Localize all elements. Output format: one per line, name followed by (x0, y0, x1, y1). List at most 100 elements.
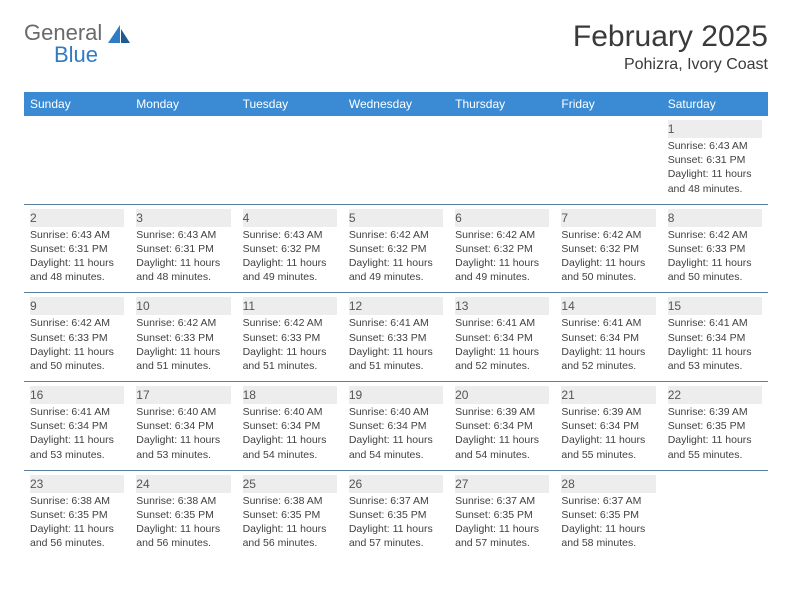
day-number: 14 (561, 297, 655, 315)
sunrise-text: Sunrise: 6:43 AM (136, 228, 230, 242)
calendar-day-cell: 8Sunrise: 6:42 AMSunset: 6:33 PMDaylight… (662, 205, 768, 293)
weekday-header: Saturday (662, 92, 768, 116)
calendar-week-row: 2Sunrise: 6:43 AMSunset: 6:31 PMDaylight… (24, 205, 768, 294)
daylight-text: Daylight: 11 hours and 54 minutes. (455, 433, 549, 461)
day-details: Sunrise: 6:37 AMSunset: 6:35 PMDaylight:… (561, 493, 655, 551)
calendar-day-cell: 3Sunrise: 6:43 AMSunset: 6:31 PMDaylight… (130, 205, 236, 293)
daylight-text: Daylight: 11 hours and 51 minutes. (243, 345, 337, 373)
sunrise-text: Sunrise: 6:40 AM (349, 405, 443, 419)
sunrise-text: Sunrise: 6:41 AM (349, 316, 443, 330)
day-number: 19 (349, 386, 443, 404)
calendar-day-cell (555, 116, 661, 204)
daylight-text: Daylight: 11 hours and 56 minutes. (243, 522, 337, 550)
day-number: 22 (668, 386, 762, 404)
weeks-container: 1Sunrise: 6:43 AMSunset: 6:31 PMDaylight… (24, 116, 768, 558)
sunrise-text: Sunrise: 6:40 AM (136, 405, 230, 419)
sunrise-text: Sunrise: 6:37 AM (349, 494, 443, 508)
sunset-text: Sunset: 6:34 PM (30, 419, 124, 433)
month-title: February 2025 (573, 20, 768, 54)
day-details: Sunrise: 6:42 AMSunset: 6:32 PMDaylight:… (455, 227, 549, 285)
calendar-day-cell: 12Sunrise: 6:41 AMSunset: 6:33 PMDayligh… (343, 293, 449, 381)
calendar-day-cell: 7Sunrise: 6:42 AMSunset: 6:32 PMDaylight… (555, 205, 661, 293)
sunset-text: Sunset: 6:32 PM (243, 242, 337, 256)
daylight-text: Daylight: 11 hours and 51 minutes. (349, 345, 443, 373)
calendar-day-cell: 11Sunrise: 6:42 AMSunset: 6:33 PMDayligh… (237, 293, 343, 381)
daylight-text: Daylight: 11 hours and 52 minutes. (561, 345, 655, 373)
sunset-text: Sunset: 6:34 PM (668, 331, 762, 345)
day-number: 17 (136, 386, 230, 404)
sunrise-text: Sunrise: 6:42 AM (668, 228, 762, 242)
brand-word2: Blue (54, 42, 98, 68)
sunset-text: Sunset: 6:34 PM (455, 419, 549, 433)
daylight-text: Daylight: 11 hours and 57 minutes. (455, 522, 549, 550)
sunrise-text: Sunrise: 6:41 AM (561, 316, 655, 330)
brand-logo: General Blue (24, 20, 130, 46)
sunset-text: Sunset: 6:35 PM (455, 508, 549, 522)
sunset-text: Sunset: 6:32 PM (455, 242, 549, 256)
weekday-header: Friday (555, 92, 661, 116)
weekday-header-row: Sunday Monday Tuesday Wednesday Thursday… (24, 92, 768, 116)
calendar-day-cell: 10Sunrise: 6:42 AMSunset: 6:33 PMDayligh… (130, 293, 236, 381)
daylight-text: Daylight: 11 hours and 51 minutes. (136, 345, 230, 373)
sunset-text: Sunset: 6:33 PM (136, 331, 230, 345)
daylight-text: Daylight: 11 hours and 48 minutes. (136, 256, 230, 284)
day-number: 7 (561, 209, 655, 227)
calendar-day-cell: 27Sunrise: 6:37 AMSunset: 6:35 PMDayligh… (449, 471, 555, 559)
day-number: 3 (136, 209, 230, 227)
day-number: 1 (668, 120, 762, 138)
sunset-text: Sunset: 6:35 PM (136, 508, 230, 522)
sunset-text: Sunset: 6:34 PM (243, 419, 337, 433)
day-number: 18 (243, 386, 337, 404)
calendar-day-cell: 14Sunrise: 6:41 AMSunset: 6:34 PMDayligh… (555, 293, 661, 381)
weekday-header: Monday (130, 92, 236, 116)
day-details: Sunrise: 6:42 AMSunset: 6:33 PMDaylight:… (243, 315, 337, 373)
daylight-text: Daylight: 11 hours and 56 minutes. (30, 522, 124, 550)
day-details: Sunrise: 6:41 AMSunset: 6:33 PMDaylight:… (349, 315, 443, 373)
day-details: Sunrise: 6:39 AMSunset: 6:34 PMDaylight:… (455, 404, 549, 462)
day-details: Sunrise: 6:41 AMSunset: 6:34 PMDaylight:… (668, 315, 762, 373)
day-details: Sunrise: 6:41 AMSunset: 6:34 PMDaylight:… (30, 404, 124, 462)
sunrise-text: Sunrise: 6:41 AM (455, 316, 549, 330)
day-details: Sunrise: 6:39 AMSunset: 6:35 PMDaylight:… (668, 404, 762, 462)
calendar-day-cell: 9Sunrise: 6:42 AMSunset: 6:33 PMDaylight… (24, 293, 130, 381)
daylight-text: Daylight: 11 hours and 58 minutes. (561, 522, 655, 550)
day-details: Sunrise: 6:40 AMSunset: 6:34 PMDaylight:… (136, 404, 230, 462)
day-details: Sunrise: 6:39 AMSunset: 6:34 PMDaylight:… (561, 404, 655, 462)
calendar-day-cell: 16Sunrise: 6:41 AMSunset: 6:34 PMDayligh… (24, 382, 130, 470)
calendar-day-cell (343, 116, 449, 204)
sunrise-text: Sunrise: 6:43 AM (30, 228, 124, 242)
daylight-text: Daylight: 11 hours and 52 minutes. (455, 345, 549, 373)
daylight-text: Daylight: 11 hours and 50 minutes. (30, 345, 124, 373)
sunrise-text: Sunrise: 6:38 AM (243, 494, 337, 508)
sunset-text: Sunset: 6:33 PM (349, 331, 443, 345)
day-details: Sunrise: 6:41 AMSunset: 6:34 PMDaylight:… (561, 315, 655, 373)
sunset-text: Sunset: 6:32 PM (349, 242, 443, 256)
calendar-day-cell: 22Sunrise: 6:39 AMSunset: 6:35 PMDayligh… (662, 382, 768, 470)
calendar-day-cell: 1Sunrise: 6:43 AMSunset: 6:31 PMDaylight… (662, 116, 768, 204)
sunrise-text: Sunrise: 6:40 AM (243, 405, 337, 419)
sunset-text: Sunset: 6:35 PM (243, 508, 337, 522)
sunrise-text: Sunrise: 6:41 AM (30, 405, 124, 419)
sunrise-text: Sunrise: 6:38 AM (136, 494, 230, 508)
daylight-text: Daylight: 11 hours and 49 minutes. (243, 256, 337, 284)
sunset-text: Sunset: 6:35 PM (561, 508, 655, 522)
page-header: General Blue February 2025 Pohizra, Ivor… (24, 20, 768, 74)
sunrise-text: Sunrise: 6:43 AM (668, 139, 762, 153)
calendar-day-cell: 18Sunrise: 6:40 AMSunset: 6:34 PMDayligh… (237, 382, 343, 470)
sunset-text: Sunset: 6:31 PM (136, 242, 230, 256)
day-details: Sunrise: 6:40 AMSunset: 6:34 PMDaylight:… (243, 404, 337, 462)
calendar-day-cell: 4Sunrise: 6:43 AMSunset: 6:32 PMDaylight… (237, 205, 343, 293)
day-number: 23 (30, 475, 124, 493)
calendar-day-cell (662, 471, 768, 559)
sunset-text: Sunset: 6:35 PM (30, 508, 124, 522)
sunrise-text: Sunrise: 6:43 AM (243, 228, 337, 242)
day-number: 25 (243, 475, 337, 493)
calendar-day-cell: 15Sunrise: 6:41 AMSunset: 6:34 PMDayligh… (662, 293, 768, 381)
sunrise-text: Sunrise: 6:42 AM (561, 228, 655, 242)
daylight-text: Daylight: 11 hours and 54 minutes. (349, 433, 443, 461)
sunset-text: Sunset: 6:34 PM (136, 419, 230, 433)
day-details: Sunrise: 6:43 AMSunset: 6:32 PMDaylight:… (243, 227, 337, 285)
day-details: Sunrise: 6:41 AMSunset: 6:34 PMDaylight:… (455, 315, 549, 373)
day-number: 27 (455, 475, 549, 493)
day-details: Sunrise: 6:42 AMSunset: 6:32 PMDaylight:… (561, 227, 655, 285)
